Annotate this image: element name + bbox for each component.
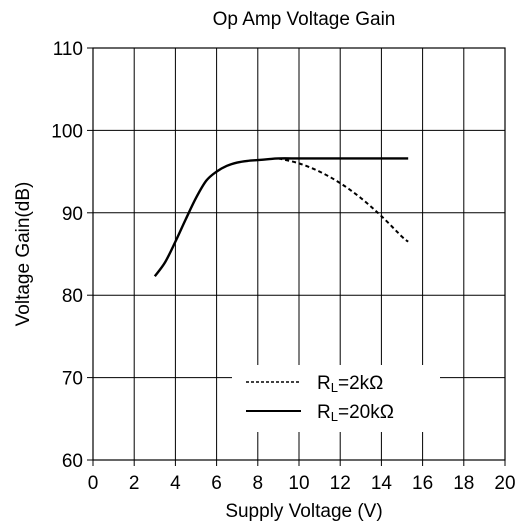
x-tick-label: 16 xyxy=(412,473,433,494)
x-tick-label: 20 xyxy=(494,473,515,494)
y-tick-label: 100 xyxy=(51,121,83,142)
y-axis-label: Voltage Gain(dB) xyxy=(13,182,34,327)
y-tick-label: 110 xyxy=(53,39,83,60)
legend-label-rl-2k: RL=2kΩ xyxy=(317,373,383,395)
x-tick-label: 18 xyxy=(453,473,474,494)
x-tick-label: 12 xyxy=(330,473,351,494)
legend: RL=2kΩ RL=20kΩ xyxy=(246,373,394,424)
legend-background xyxy=(232,365,440,432)
x-tick-label: 8 xyxy=(253,473,264,494)
x-tick-label: 4 xyxy=(170,473,181,494)
series-line-rl-20k xyxy=(153,157,409,277)
x-tick-label: 10 xyxy=(288,473,309,494)
x-axis-label: Supply Voltage (V) xyxy=(225,501,382,522)
ticks-layer: 0 2 4 6 8 10 12 14 16 18 20 60 70 80 90 100 110 xyxy=(51,39,515,494)
grid-layer xyxy=(93,48,505,460)
y-tick-label: 90 xyxy=(62,204,83,225)
y-tick-label: 60 xyxy=(62,451,83,472)
x-tick-label: 0 xyxy=(88,473,99,494)
y-tick-label: 80 xyxy=(62,286,83,307)
y-tick-label: 70 xyxy=(62,369,83,390)
x-tick-label: 14 xyxy=(371,473,393,494)
series-layer xyxy=(153,157,409,277)
series-line-rl-2k xyxy=(278,157,409,243)
legend-label-rl-20k: RL=20kΩ xyxy=(317,402,394,424)
chart-title: Op Amp Voltage Gain xyxy=(213,9,396,30)
x-tick-label: 2 xyxy=(129,473,140,494)
x-tick-label: 6 xyxy=(211,473,222,494)
